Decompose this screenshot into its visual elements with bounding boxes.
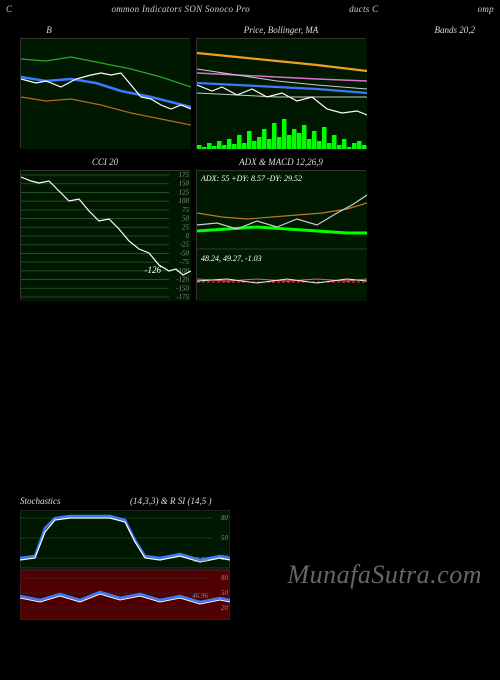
svg-text:150: 150 <box>179 180 190 188</box>
svg-text:50: 50 <box>221 589 229 597</box>
stoch-title-l: Stochastics <box>20 496 61 506</box>
bands-title: Bands 20,2 <box>435 25 476 35</box>
watermark: MunafaSutra.com <box>287 560 482 590</box>
adx-panel: ADX & MACD 12,26,9 ADX: 55 +DY: 8.57 -DY… <box>196 170 366 300</box>
cci-chart: 1751501251007550250-25-50-75-100-126-150… <box>21 171 191 301</box>
svg-text:-175: -175 <box>176 293 189 301</box>
svg-text:80: 80 <box>221 574 229 582</box>
svg-text:0: 0 <box>186 232 190 240</box>
hdr-c: ducts C <box>349 4 378 18</box>
cci-title: CCI 20 <box>92 157 118 167</box>
svg-text:-126: -126 <box>145 265 162 275</box>
svg-text:ADX: 55 +DY: 8.57 -DY: 29.52: ADX: 55 +DY: 8.57 -DY: 29.52 <box>200 174 302 183</box>
svg-text:-50: -50 <box>180 249 190 257</box>
svg-text:125: 125 <box>179 188 190 196</box>
svg-text:25: 25 <box>182 223 190 231</box>
bollinger-title: B <box>46 25 52 35</box>
page-header: C ommon Indicators SON Sonoco Pro ducts … <box>0 0 500 18</box>
adx-title: ADX & MACD 12,26,9 <box>239 157 323 167</box>
stoch-panel: Stochastics (14,3,3) & R SI (14,5 ) 8050… <box>20 510 230 620</box>
svg-text:-126: -126 <box>176 276 189 284</box>
price-chart <box>197 39 367 149</box>
svg-text:75: 75 <box>182 206 190 214</box>
svg-text:15.54: 15.54 <box>192 556 208 564</box>
adx-chart: ADX: 55 +DY: 8.57 -DY: 29.52 48.24, 49.27… <box>197 171 367 301</box>
stoch-title-r: (14,3,3) & R SI (14,5 ) <box>130 496 490 506</box>
svg-text:-25: -25 <box>180 241 190 249</box>
price-title: Price, Bollinger, MA <box>244 25 318 35</box>
svg-text:20: 20 <box>221 604 229 612</box>
bollinger-chart <box>21 39 191 149</box>
stoch-chart: 80502015.5480502046.96 <box>20 510 230 620</box>
svg-text:46.96: 46.96 <box>192 592 208 600</box>
svg-text:100: 100 <box>179 197 190 205</box>
svg-text:80: 80 <box>221 514 229 522</box>
svg-text:-75: -75 <box>180 258 190 266</box>
hdr-a: C <box>6 4 12 18</box>
hdr-d: omp <box>478 4 494 18</box>
svg-text:175: 175 <box>179 171 190 179</box>
bollinger-panel: B <box>20 38 190 148</box>
svg-text:48.24, 49.27, -1.03: 48.24, 49.27, -1.03 <box>201 254 262 263</box>
svg-text:50: 50 <box>182 215 190 223</box>
svg-text:-150: -150 <box>176 284 189 292</box>
cci-panel: CCI 20 1751501251007550250-25-50-75-100-… <box>20 170 190 300</box>
hdr-b: ommon Indicators SON Sonoco Pro <box>111 4 249 18</box>
svg-text:50: 50 <box>221 534 229 542</box>
price-panel: Price, Bollinger, MA Bands 20,2 <box>196 38 366 148</box>
